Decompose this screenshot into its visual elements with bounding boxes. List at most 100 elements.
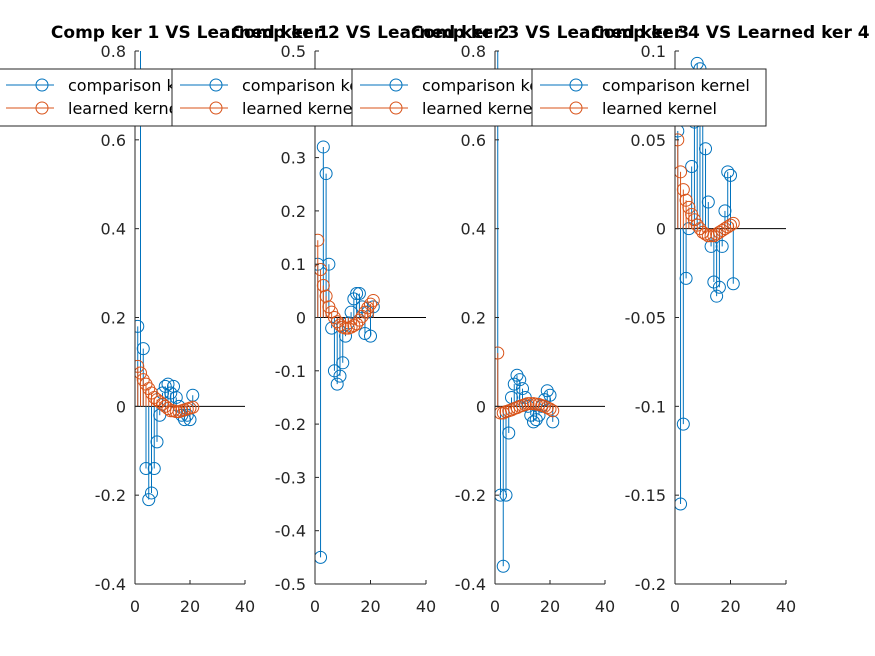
marker-learned — [682, 200, 696, 214]
legend-marker-comparison — [209, 78, 223, 92]
y-tick-label: 0.5 — [281, 42, 306, 61]
y-tick-label: 0.1 — [641, 42, 666, 61]
y-tick-label: -0.05 — [625, 309, 666, 328]
marker-comparison — [161, 377, 175, 391]
marker-comparison — [513, 373, 527, 387]
x-tick-label: 40 — [776, 597, 796, 616]
marker-learned — [186, 400, 200, 414]
marker-comparison — [710, 289, 724, 303]
marker-learned — [726, 216, 740, 230]
x-tick-label: 40 — [235, 597, 255, 616]
marker-learned — [546, 404, 560, 418]
x-tick-label: 20 — [540, 597, 560, 616]
marker-comparison — [145, 486, 158, 500]
y-tick-label: -0.2 — [455, 486, 486, 505]
marker-learned — [364, 297, 377, 311]
subplot-1: -0.4 -0.2 0 0.2 0.4 0.6 0.8 0 20 40 Comp ker 1 VS … — [51, 23, 329, 616]
y-tick-label: 0.6 — [461, 131, 486, 150]
marker-comparison — [316, 140, 330, 154]
subplot-3: -0.4 -0.2 0 0.2 0.4 0.6 0.8 0 20 40 Comp ker 3 VS … — [411, 23, 689, 616]
y-tick-label: -0.5 — [275, 575, 306, 594]
legend-marker-learned — [389, 101, 403, 115]
marker-comparison — [333, 369, 347, 383]
marker-learned — [679, 193, 693, 207]
y-tick-label: -0.4 — [455, 575, 486, 594]
y-tick-label: 0 — [116, 397, 126, 416]
y-tick-label: -0.2 — [95, 486, 126, 505]
x-tick-label: 20 — [720, 597, 740, 616]
stem-data-area — [135, 51, 200, 507]
legend-marker-learned — [35, 101, 49, 115]
x-tick-label: 40 — [416, 597, 436, 616]
y-tick-label: -0.3 — [275, 468, 306, 487]
y-tick-label: 0.8 — [461, 42, 486, 61]
legend-marker-comparison — [389, 78, 403, 92]
stem-data-area — [315, 140, 380, 564]
marker-comparison — [135, 319, 145, 333]
subplot-title: Comp ker 4 VS Learned ker 4 — [591, 23, 869, 43]
marker-comparison — [352, 287, 366, 301]
marker-comparison — [676, 417, 690, 431]
marker-learned — [366, 293, 380, 307]
y-tick-label: -0.1 — [275, 362, 306, 381]
marker-comparison — [136, 342, 150, 356]
marker-learned — [543, 402, 557, 416]
marker-comparison — [540, 384, 554, 398]
legend-label-learned: learned kernel — [68, 99, 183, 118]
marker-learned — [704, 229, 718, 243]
y-tick-label: 0 — [296, 309, 306, 328]
stem-data-area — [495, 51, 560, 573]
marker-learned — [135, 359, 145, 373]
series-learned — [315, 233, 380, 335]
marker-learned — [524, 397, 538, 411]
y-tick-label: -0.15 — [625, 486, 666, 505]
marker-comparison — [315, 550, 328, 564]
y-tick-label: 0 — [476, 397, 486, 416]
subplot-title: Comp ker 3 VS Learned ker 3 — [411, 23, 689, 43]
x-tick-label: 0 — [310, 597, 320, 616]
y-tick-label: 0.2 — [281, 202, 306, 221]
x-tick-label: 0 — [130, 597, 140, 616]
x-tick-label: 0 — [670, 597, 680, 616]
marker-learned — [315, 233, 325, 247]
marker-comparison — [529, 413, 543, 427]
marker-learned — [135, 366, 147, 380]
legend-marker-comparison — [35, 78, 49, 92]
y-tick-label: 0.1 — [281, 255, 306, 274]
series-learned — [135, 359, 200, 419]
y-tick-label: 0.4 — [461, 220, 486, 239]
marker-comparison — [142, 493, 156, 507]
marker-learned — [339, 321, 353, 335]
x-tick-label: 0 — [490, 597, 500, 616]
y-tick-label: 0.6 — [101, 131, 126, 150]
marker-learned — [495, 346, 505, 360]
y-tick-label: 0.2 — [461, 309, 486, 328]
y-tick-label: 0.8 — [101, 42, 126, 61]
y-tick-label: 0.4 — [101, 220, 126, 239]
legend-marker-learned — [209, 101, 223, 115]
y-tick-label: -0.1 — [635, 397, 666, 416]
marker-comparison — [726, 277, 740, 291]
marker-comparison — [147, 462, 161, 476]
marker-learned — [724, 218, 737, 232]
marker-comparison — [330, 377, 344, 391]
marker-comparison — [336, 356, 350, 370]
legend-box — [531, 68, 767, 127]
marker-learned — [505, 403, 518, 417]
x-tick-label: 20 — [360, 597, 380, 616]
marker-learned — [675, 165, 688, 179]
marker-learned — [676, 183, 690, 197]
marker-comparison — [715, 239, 729, 253]
marker-comparison — [350, 287, 364, 301]
marker-comparison — [675, 497, 688, 511]
marker-comparison — [516, 382, 529, 396]
y-tick-label: 0.2 — [101, 309, 126, 328]
marker-comparison — [701, 195, 715, 209]
marker-comparison — [543, 388, 557, 402]
marker-comparison — [546, 415, 560, 429]
x-tick-label: 20 — [180, 597, 200, 616]
subplot-4: -0.2 -0.15 -0.1 -0.05 0 0.05 0.1 0 20 40 Comp ker … — [591, 23, 869, 616]
marker-learned — [315, 263, 328, 277]
subplot-title: Comp ker 2 VS Learned ker 2 — [231, 23, 509, 43]
